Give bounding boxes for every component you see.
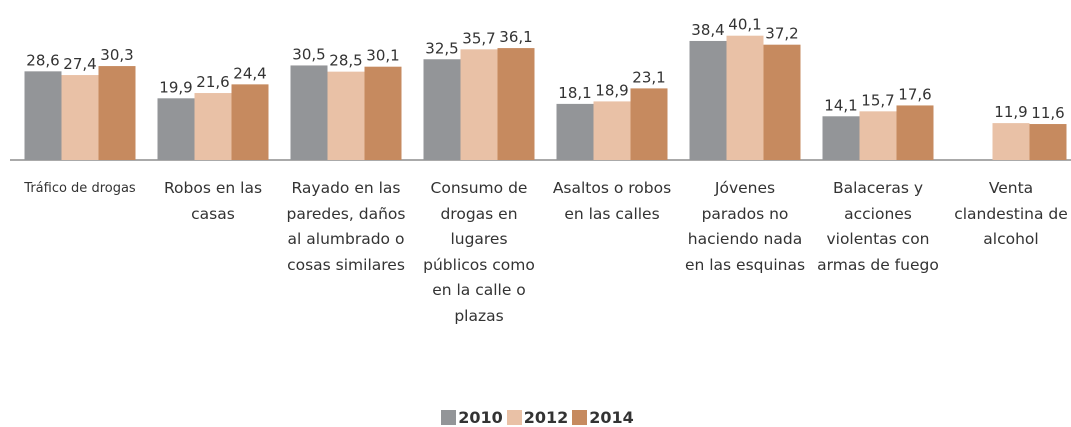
value-label: 30,1 <box>366 47 399 65</box>
legend-label: 2012 <box>523 408 569 427</box>
value-label: 11,9 <box>994 103 1027 121</box>
bar <box>364 66 402 160</box>
bar <box>896 105 934 160</box>
category-label: Tráfico de drogas <box>24 181 136 196</box>
bar <box>194 93 232 160</box>
value-label: 30,3 <box>100 46 133 64</box>
legend: 2010 2012 2014 <box>0 408 1071 427</box>
value-label: 38,4 <box>691 21 724 39</box>
value-label: 19,9 <box>159 78 192 96</box>
category-label: Balaceras y acciones violentas con armas… <box>817 179 939 274</box>
value-label: 11,6 <box>1031 104 1064 122</box>
bar <box>327 71 365 160</box>
bar <box>726 35 764 160</box>
value-label: 15,7 <box>861 91 894 109</box>
value-label: 18,1 <box>558 84 591 102</box>
bar <box>497 48 535 161</box>
category-label: Venta clandestina de alcohol <box>954 179 1068 248</box>
value-label: 32,5 <box>425 39 458 57</box>
category-label: Jóvenes parados no haciendo nada en las … <box>684 179 806 274</box>
plot: 28,6 27,4 30,3 19,9 21,6 24,4 30,5 28,5 30,1 32,5… <box>10 16 1071 161</box>
bar <box>61 75 99 160</box>
value-label: 27,4 <box>63 55 96 73</box>
bar <box>689 40 727 160</box>
category-label: Rayado en las paredes, daños al alumbrad… <box>286 179 406 274</box>
value-label: 37,2 <box>765 25 798 43</box>
bar <box>460 49 498 160</box>
bar <box>98 66 136 160</box>
legend-swatch <box>506 410 522 425</box>
bar <box>763 44 801 160</box>
bar <box>231 84 269 160</box>
bar <box>290 65 328 160</box>
category-label: Robos en las casas <box>163 179 263 223</box>
legend-label: 2014 <box>589 408 634 427</box>
value-label: 40,1 <box>728 16 761 34</box>
value-label: 28,6 <box>26 51 59 69</box>
category-label: Asaltos o robos en las calles <box>552 179 672 223</box>
bar <box>992 123 1030 160</box>
value-label: 21,6 <box>196 73 229 91</box>
bar <box>556 103 594 160</box>
value-label: 36,1 <box>499 28 532 46</box>
value-label: 23,1 <box>632 68 665 86</box>
bar <box>24 71 62 160</box>
value-label: 14,1 <box>824 96 857 114</box>
value-label: 17,6 <box>898 85 931 103</box>
bar <box>859 111 897 160</box>
legend-swatch <box>572 410 588 425</box>
value-label: 35,7 <box>462 29 495 47</box>
legend-label: 2010 <box>458 408 503 427</box>
value-label: 18,9 <box>595 81 628 99</box>
bar <box>157 98 195 160</box>
bar <box>423 59 461 160</box>
category-label: Consumo de drogas en lugares públicos co… <box>423 179 535 325</box>
value-label: 30,5 <box>292 45 325 63</box>
bar <box>593 101 631 160</box>
legend-swatch <box>441 410 457 425</box>
bar <box>1029 124 1067 160</box>
value-label: 24,4 <box>233 64 266 82</box>
bar <box>822 116 860 160</box>
value-label: 28,5 <box>329 52 362 70</box>
bar <box>630 88 668 160</box>
